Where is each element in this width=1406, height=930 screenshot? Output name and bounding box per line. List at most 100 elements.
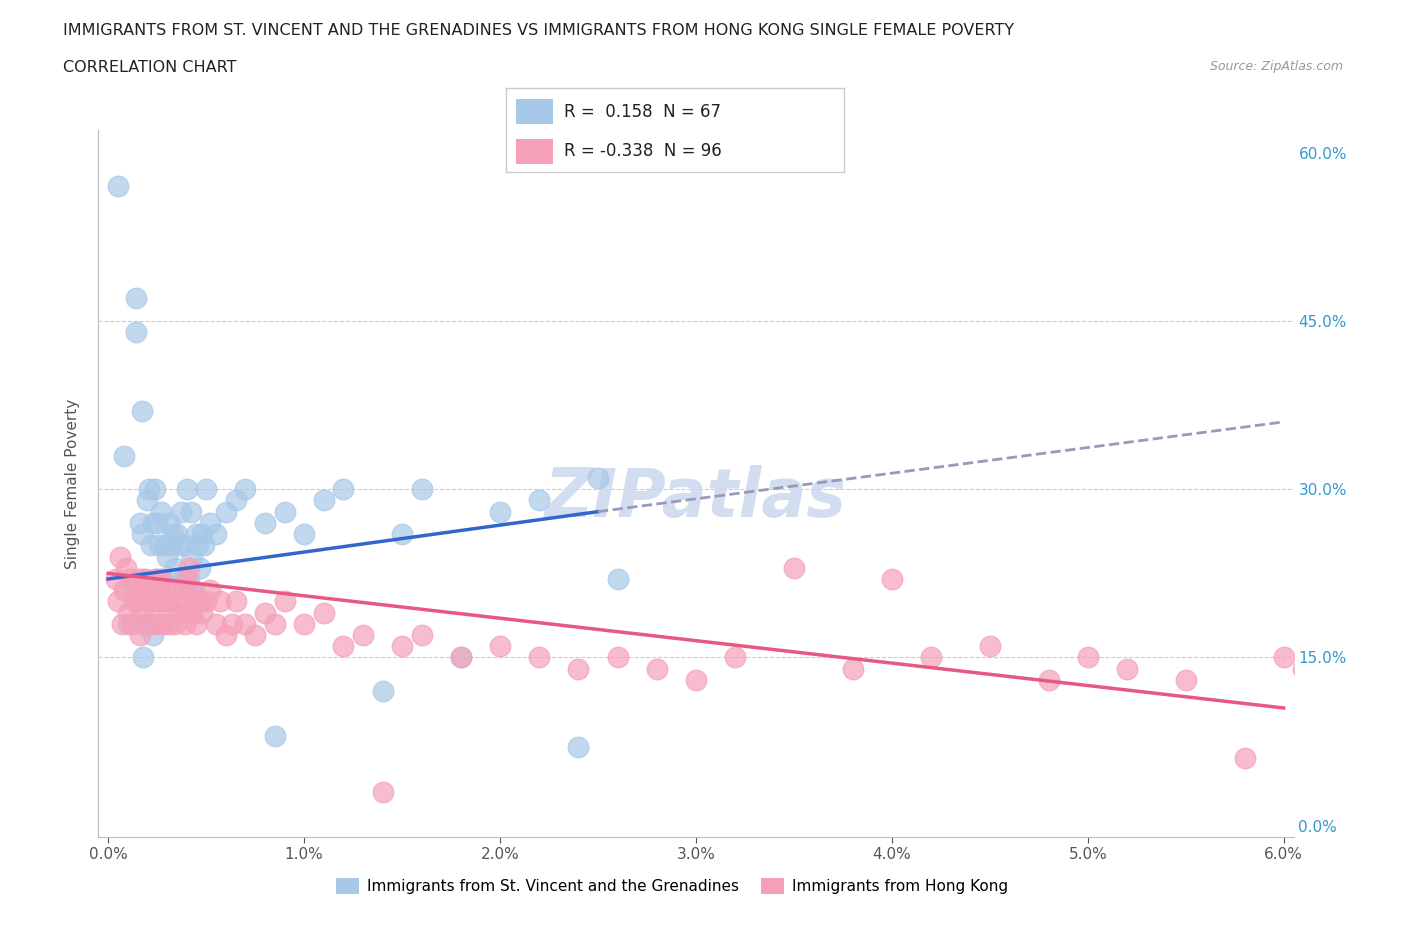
- Point: [1233, 751, 1256, 766]
- Point: [181, 605, 204, 620]
- Point: [142, 594, 165, 609]
- Point: [783, 560, 806, 575]
- Point: [1312, 672, 1334, 687]
- Point: [136, 493, 159, 508]
- Point: [312, 493, 335, 508]
- Point: [162, 583, 184, 598]
- Point: [841, 661, 863, 676]
- Point: [332, 639, 354, 654]
- Point: [122, 594, 145, 609]
- Point: [142, 515, 165, 530]
- Text: IMMIGRANTS FROM ST. VINCENT AND THE GRENADINES VS IMMIGRANTS FROM HONG KONG SING: IMMIGRANTS FROM ST. VINCENT AND THE GREN…: [63, 23, 1014, 38]
- Point: [146, 594, 169, 609]
- Point: [166, 526, 188, 541]
- Point: [1116, 661, 1139, 676]
- Point: [136, 617, 159, 631]
- Point: [143, 482, 166, 497]
- Point: [131, 404, 153, 418]
- Point: [152, 617, 174, 631]
- Point: [880, 572, 903, 587]
- Point: [131, 526, 153, 541]
- Text: Source: ZipAtlas.com: Source: ZipAtlas.com: [1209, 60, 1343, 73]
- Point: [221, 617, 243, 631]
- Legend: Immigrants from St. Vincent and the Grenadines, Immigrants from Hong Kong: Immigrants from St. Vincent and the Gren…: [330, 871, 1014, 900]
- Point: [253, 515, 276, 530]
- Point: [292, 617, 315, 631]
- Bar: [516, 139, 554, 164]
- Point: [195, 482, 218, 497]
- Point: [489, 639, 512, 654]
- Point: [124, 291, 146, 306]
- Point: [225, 493, 247, 508]
- Point: [215, 628, 238, 643]
- Point: [172, 572, 194, 587]
- Point: [179, 504, 201, 519]
- Point: [1272, 650, 1295, 665]
- Point: [132, 650, 155, 665]
- Point: [150, 594, 173, 609]
- Point: [263, 617, 285, 631]
- Point: [243, 628, 266, 643]
- Point: [606, 572, 628, 587]
- Point: [157, 617, 180, 631]
- Point: [146, 617, 169, 631]
- Point: [186, 526, 208, 541]
- Point: [107, 179, 129, 193]
- Point: [142, 628, 165, 643]
- Point: [191, 605, 214, 620]
- Point: [167, 538, 190, 552]
- Point: [150, 572, 173, 587]
- Point: [450, 650, 472, 665]
- Point: [685, 672, 707, 687]
- Point: [411, 628, 433, 643]
- Point: [141, 583, 163, 598]
- Point: [225, 594, 247, 609]
- Point: [148, 538, 170, 552]
- Text: R =  0.158  N = 67: R = 0.158 N = 67: [564, 103, 720, 121]
- Point: [176, 572, 198, 587]
- Point: [163, 617, 186, 631]
- Point: [134, 572, 156, 587]
- Point: [450, 650, 472, 665]
- Text: ZIPatlas: ZIPatlas: [546, 465, 846, 531]
- Point: [215, 504, 238, 519]
- Point: [160, 538, 183, 552]
- Point: [153, 538, 176, 552]
- Point: [152, 572, 174, 587]
- Point: [529, 493, 551, 508]
- Point: [124, 325, 146, 339]
- Point: [170, 504, 193, 519]
- Point: [134, 594, 156, 609]
- Point: [567, 661, 589, 676]
- Point: [1077, 650, 1099, 665]
- Point: [166, 605, 188, 620]
- Point: [163, 560, 186, 575]
- Point: [489, 504, 512, 519]
- Point: [176, 482, 198, 497]
- Point: [173, 538, 195, 552]
- Point: [148, 583, 170, 598]
- Point: [292, 526, 315, 541]
- Point: [371, 684, 394, 698]
- Point: [115, 560, 138, 575]
- Point: [111, 617, 134, 631]
- Point: [112, 448, 135, 463]
- Point: [160, 594, 183, 609]
- Point: [263, 728, 285, 743]
- Bar: [516, 100, 554, 125]
- Point: [411, 482, 433, 497]
- Point: [150, 504, 173, 519]
- Point: [1331, 661, 1354, 676]
- Point: [188, 560, 211, 575]
- Point: [205, 617, 228, 631]
- Point: [1174, 672, 1197, 687]
- Point: [193, 538, 215, 552]
- Point: [1292, 661, 1315, 676]
- Point: [186, 617, 208, 631]
- Point: [529, 650, 551, 665]
- Point: [173, 617, 195, 631]
- Point: [391, 639, 413, 654]
- Point: [198, 515, 221, 530]
- Point: [127, 594, 149, 609]
- Point: [127, 572, 149, 587]
